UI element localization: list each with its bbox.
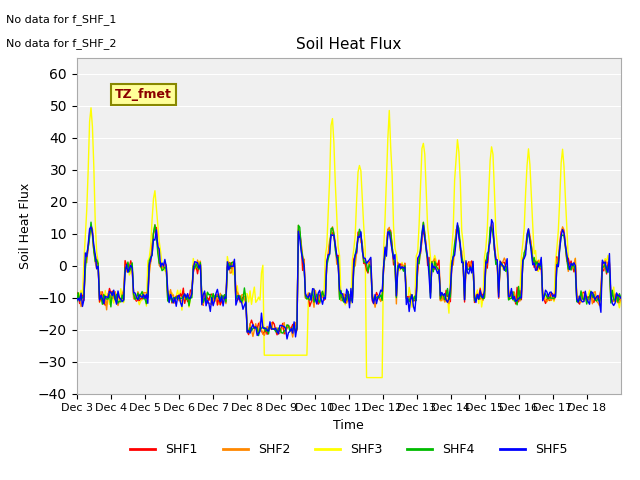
Text: No data for f_SHF_2: No data for f_SHF_2 [6,38,117,49]
X-axis label: Time: Time [333,419,364,432]
Text: No data for f_SHF_1: No data for f_SHF_1 [6,14,116,25]
Y-axis label: Soil Heat Flux: Soil Heat Flux [19,182,32,269]
Legend: SHF1, SHF2, SHF3, SHF4, SHF5: SHF1, SHF2, SHF3, SHF4, SHF5 [125,438,572,461]
Title: Soil Heat Flux: Soil Heat Flux [296,37,401,52]
Text: TZ_fmet: TZ_fmet [115,88,172,101]
